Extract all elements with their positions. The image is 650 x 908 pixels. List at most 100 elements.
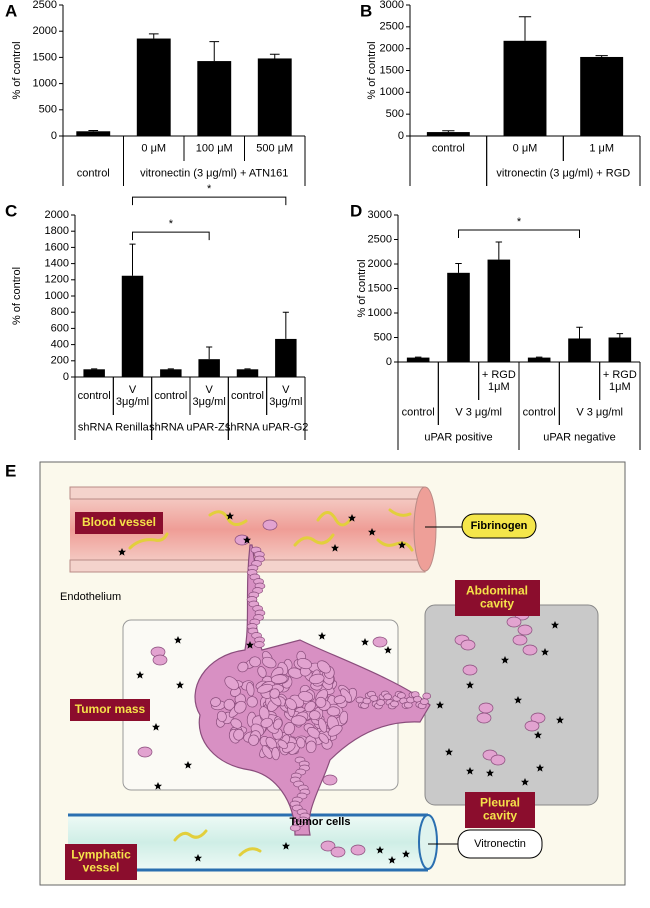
cell [305, 740, 317, 754]
panel-letter: D [350, 201, 362, 220]
cell [490, 754, 506, 766]
bar [121, 275, 144, 377]
x-label: shRNA uPAR-G2 [225, 421, 309, 433]
x-label: V 3μg/ml [193, 384, 226, 408]
bar [608, 337, 632, 362]
tumor-cells [137, 519, 546, 858]
error-bar [442, 130, 455, 133]
y-tick-label: 1400 [45, 258, 69, 270]
error-bar [576, 326, 583, 339]
y-tick-label: 1000 [45, 290, 69, 302]
x-label: uPAR negative [543, 431, 616, 443]
x-label: control [77, 167, 110, 179]
cell [298, 691, 314, 702]
y-tick-label: 1000 [33, 78, 57, 90]
cell [261, 656, 277, 669]
y-tick-label: 600 [51, 322, 69, 334]
cell [372, 636, 388, 648]
y-axis-label: % of control [356, 259, 368, 317]
y-tick-label: 500 [374, 331, 392, 343]
x-label: 100 μM [196, 142, 233, 154]
bar [160, 369, 182, 377]
bar [83, 369, 105, 377]
x-label: vitronectin (3 μg/ml) + ATN161 [140, 167, 288, 179]
fibrinogen-label: Fibrinogen [471, 520, 528, 532]
y-tick-label: 1800 [45, 225, 69, 237]
cell [369, 694, 379, 702]
x-label: 0 μM [141, 142, 166, 154]
label-box [457, 829, 543, 859]
cell [246, 682, 255, 697]
cell [318, 717, 328, 733]
x-label: shRNA Renilla [78, 421, 150, 433]
y-tick-label: 2000 [45, 209, 69, 221]
error-bar [616, 333, 624, 338]
x-label: shRNA uPAR-Z1 [149, 421, 231, 433]
cell [269, 688, 280, 699]
bar [275, 338, 297, 377]
cell [296, 737, 306, 749]
cell [422, 692, 432, 700]
vitronectin-label: Vitronectin [474, 838, 526, 850]
abdominal-cavity-label: Abdominal cavity [466, 584, 528, 611]
y-tick-label: 0 [386, 356, 392, 368]
y-tick-label: 1000 [368, 307, 392, 319]
x-label: control [78, 390, 111, 402]
cell [462, 664, 478, 676]
bar [136, 38, 171, 137]
cell [327, 724, 343, 737]
y-tick-label: 500 [39, 104, 57, 116]
abdominal-cavity-box [424, 604, 599, 806]
cell [296, 658, 313, 670]
cell [256, 683, 273, 694]
y-axis-label: % of control [11, 267, 23, 325]
x-label: + RGD 1μM [482, 369, 516, 393]
y-tick-label: 1200 [45, 274, 69, 286]
vessel-end [418, 814, 438, 870]
cell [390, 700, 399, 708]
panel-letter: E [5, 461, 16, 480]
cell [249, 656, 261, 668]
cell [330, 846, 346, 858]
y-tick-label: 2500 [368, 233, 392, 245]
cell [506, 616, 522, 628]
cell [257, 666, 267, 678]
fibrinogen-strands [128, 508, 414, 857]
cell [309, 673, 325, 685]
cell [315, 696, 327, 708]
label-box [70, 699, 150, 721]
cell [290, 715, 307, 726]
tumor-cells-label: Tumor cells [290, 816, 351, 828]
cell [304, 701, 316, 713]
x-label: 1 μM [589, 142, 614, 154]
bar [503, 40, 547, 136]
x-label: V 3μg/ml [116, 384, 149, 408]
cell [248, 734, 260, 746]
cell [223, 698, 235, 711]
cell [322, 774, 338, 786]
bar [447, 272, 470, 362]
bar [198, 359, 220, 377]
cell [317, 660, 331, 674]
error-bar [495, 241, 503, 260]
cell [289, 824, 301, 832]
bar [197, 61, 232, 136]
y-tick-label: 1500 [33, 51, 57, 63]
cell [320, 840, 336, 852]
error-bar [282, 311, 289, 339]
cell [285, 698, 297, 710]
label-box [75, 512, 163, 534]
cell [230, 718, 243, 729]
bar [527, 357, 551, 362]
significance-label: * [169, 218, 174, 230]
bar [568, 338, 591, 362]
panel-letter: B [360, 1, 372, 20]
error-bar [595, 55, 608, 57]
cell [152, 654, 168, 666]
x-label: V 3μg/ml [269, 384, 302, 408]
x-label: control [231, 390, 264, 402]
y-tick-label: 0 [63, 371, 69, 383]
cell [476, 712, 492, 724]
